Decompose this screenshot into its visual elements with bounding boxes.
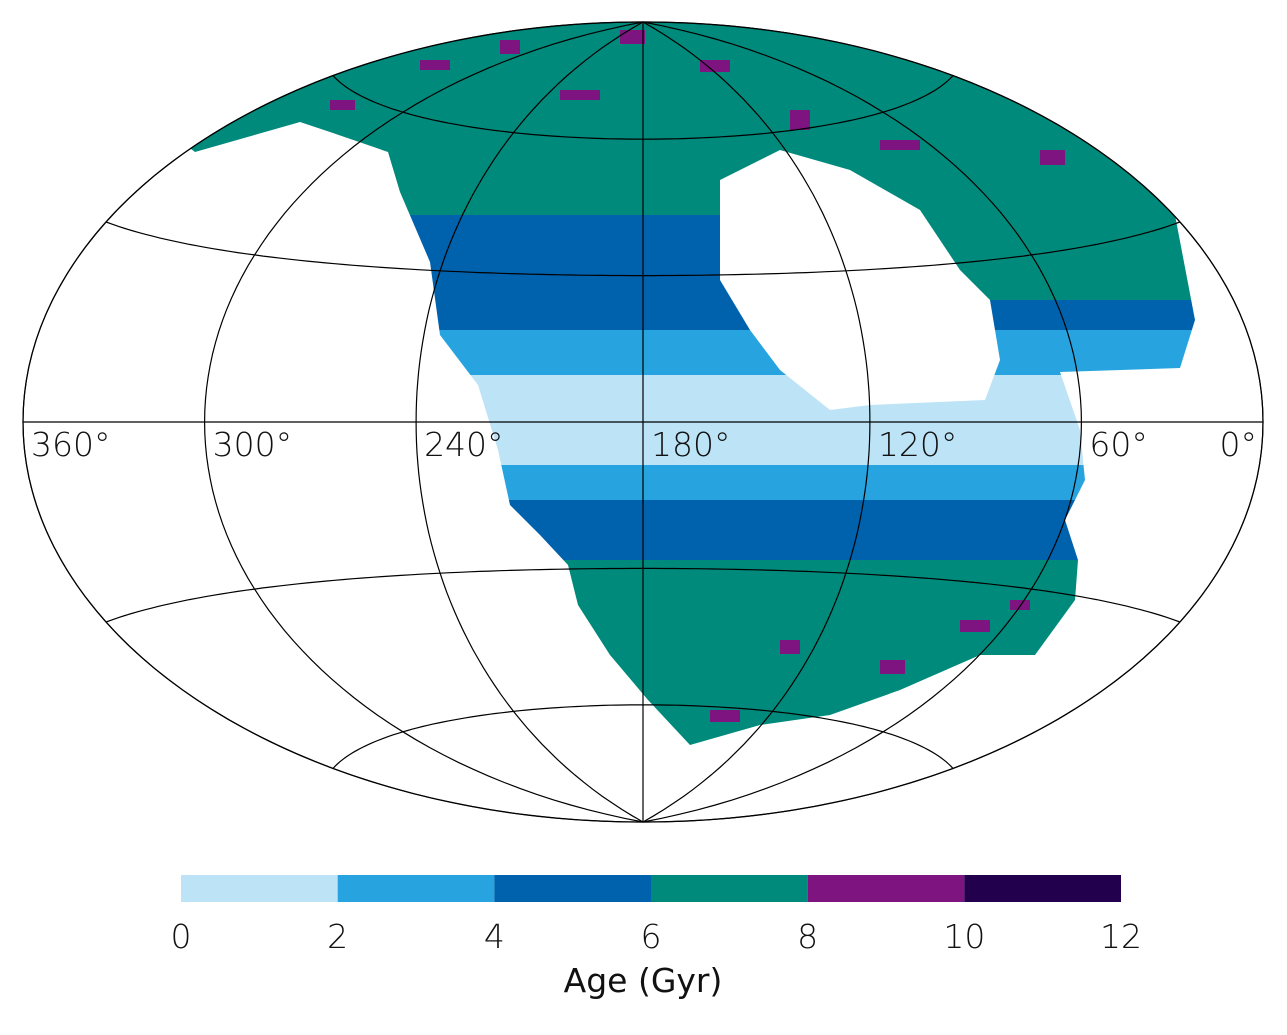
colorbar-tick-label: 0	[171, 917, 192, 956]
longitude-label: 120°	[878, 425, 958, 464]
longitude-label: 60°	[1089, 425, 1148, 464]
longitude-label: 180°	[651, 425, 731, 464]
longitude-label: 240°	[424, 425, 504, 464]
colorbar-tick-label: 4	[484, 917, 505, 956]
colorbar-segment	[181, 875, 338, 902]
parallel	[105, 221, 1181, 277]
colorbar-segment	[494, 875, 651, 902]
longitude-label: 300°	[213, 425, 293, 464]
longitude-label: 360°	[31, 425, 111, 464]
colorbar-label: Age (Gyr)	[564, 961, 723, 1000]
colorbar-tick-label: 12	[1100, 917, 1142, 956]
colorbar-segment	[964, 875, 1121, 902]
colorbar: 0 2 4 6 8 10 12	[171, 875, 1142, 956]
colorbar-segment	[651, 875, 808, 902]
longitude-label: 0°	[1220, 425, 1258, 464]
colorbar-tick-label: 8	[797, 917, 818, 956]
parallel	[105, 567, 1181, 623]
colorbar-tick-label: 2	[327, 917, 348, 956]
colorbar-segment	[337, 875, 495, 902]
map-outline	[22, 21, 1264, 823]
colorbar-tick-label: 10	[943, 917, 985, 956]
parallel	[332, 704, 954, 769]
parallel	[332, 75, 954, 140]
colorbar-tick-label: 6	[641, 917, 662, 956]
colorbar-segment	[807, 875, 965, 902]
